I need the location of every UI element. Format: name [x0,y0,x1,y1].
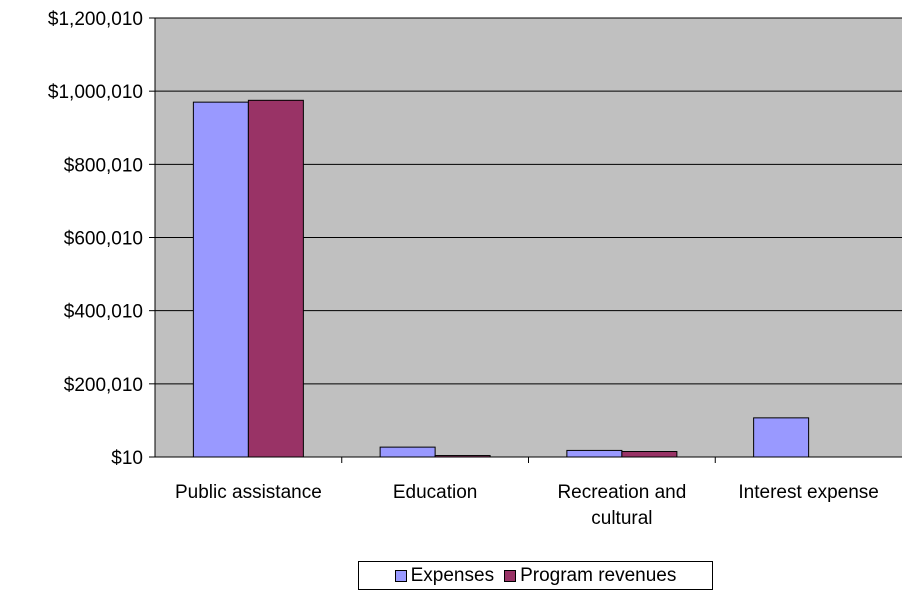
y-tick-label: $200,010 [64,375,143,396]
y-tick-label: $1,000,010 [48,82,143,103]
y-tick-label: $600,010 [64,229,143,250]
y-tick-label: $400,010 [64,302,143,323]
legend-swatch-program-revenues [504,569,517,582]
y-tick-label: $1,200,010 [48,9,143,30]
bar-expenses [192,101,249,458]
bar-program-revenues [621,451,678,458]
legend: Expenses Program revenues [358,561,713,590]
x-tick-label: Education [393,482,478,503]
bar-expenses [566,449,623,458]
legend-label-program-revenues: Program revenues [520,564,677,586]
legend-swatch-expenses [394,569,407,582]
x-tick-label: Recreation and [557,482,686,503]
bar-expenses [379,446,436,458]
y-tick-label: $10 [111,448,143,469]
legend-label-expenses: Expenses [410,564,495,586]
x-tick-label: cultural [591,508,652,529]
y-tick-label: $800,010 [64,155,143,176]
x-tick-label: Public assistance [175,482,322,503]
legend-item-program-revenues: Program revenues [504,565,676,587]
legend-item-expenses: Expenses [394,564,495,587]
x-tick-label: Interest expense [738,482,878,503]
bar-program-revenues [247,99,304,458]
bar-expenses [753,417,810,458]
